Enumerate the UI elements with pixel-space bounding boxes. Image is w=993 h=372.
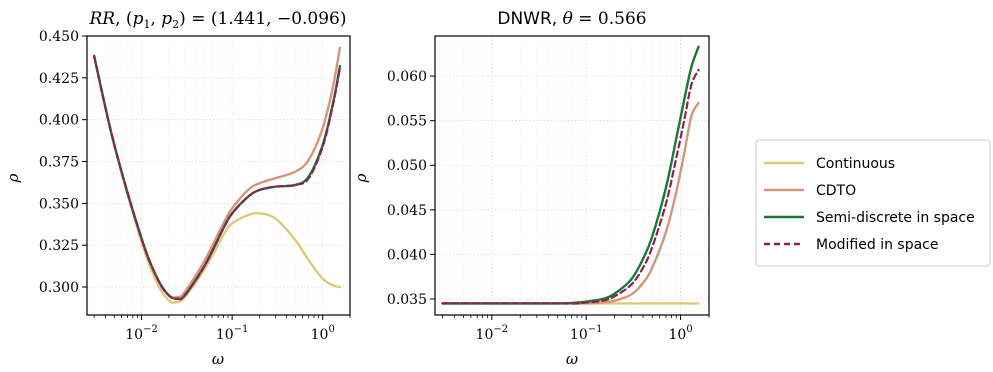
right-x-axis-label: ω	[566, 350, 578, 368]
right-series-lines	[441, 45, 700, 305]
right-axes-frame	[434, 35, 710, 316]
left-y-tick-label: 0.425	[39, 71, 79, 87]
legend-label-semi-discrete-in-space: Semi-discrete in space	[816, 210, 975, 226]
right-chart-panel: 10−2 10−1 100 0.035 0.040 0.045 0.050 0.055 0.06…	[352, 9, 710, 368]
left-y-tick-label: 0.375	[39, 155, 79, 171]
right-grid	[435, 36, 710, 315]
right-x-tick-label: 10−1	[570, 324, 603, 343]
legend: Continuous CDTO Semi-discrete in space Modi…	[755, 139, 991, 267]
right-y-tick-label: 0.055	[387, 114, 427, 130]
right-x-tick-label: 100	[668, 324, 692, 343]
legend-label-continuous: Continuous	[816, 156, 895, 172]
left-grid	[87, 35, 351, 315]
right-y-tick-label: 0.050	[387, 158, 427, 174]
left-x-tick-label: 10−2	[125, 324, 158, 343]
left-chart-panel: 10−2 10−1 100 0.300 0.325 0.350 0.375 0.400 0.42…	[4, 9, 351, 368]
right-y-tick-label: 0.040	[387, 247, 427, 263]
right-chart-title: DNWR, θ = 0.566	[497, 9, 646, 29]
left-y-tick-label: 0.325	[39, 238, 79, 254]
legend-label-modified-in-space: Modified in space	[816, 237, 938, 253]
right-ticks: 10−2 10−1 100 0.035 0.040 0.045 0.050 0.055 0.06…	[387, 69, 710, 343]
legend-label-cdto: CDTO	[816, 183, 856, 199]
left-series-lines	[92, 46, 342, 304]
left-y-axis-label: ρ	[4, 173, 22, 183]
right-y-tick-label: 0.045	[387, 203, 427, 219]
left-y-tick-label: 0.450	[39, 29, 79, 45]
left-ticks: 10−2 10−1 100 0.300 0.325 0.350 0.375 0.400 0.42…	[39, 29, 351, 343]
left-x-tick-label: 10−1	[216, 324, 249, 343]
left-y-tick-label: 0.300	[39, 280, 79, 296]
left-chart-title: RR, (p1, p2) = (1.441, −0.096)	[89, 9, 347, 31]
right-y-tick-label: 0.060	[387, 69, 427, 85]
left-plot-area	[87, 36, 350, 315]
left-y-tick-label: 0.350	[39, 196, 79, 212]
left-x-tick-label: 100	[311, 324, 335, 343]
left-x-axis-label: ω	[212, 350, 224, 368]
right-x-tick-label: 10−2	[476, 324, 509, 343]
legend-box	[755, 139, 991, 267]
right-y-tick-label: 0.035	[387, 292, 427, 308]
left-series-continuous	[92, 54, 342, 304]
right-series-modified-in-space	[441, 68, 700, 305]
left-series-modified-in-space	[93, 54, 342, 301]
right-y-axis-label: ρ	[352, 173, 370, 183]
left-y-tick-label: 0.400	[39, 113, 79, 129]
right-plot-area	[435, 36, 709, 315]
